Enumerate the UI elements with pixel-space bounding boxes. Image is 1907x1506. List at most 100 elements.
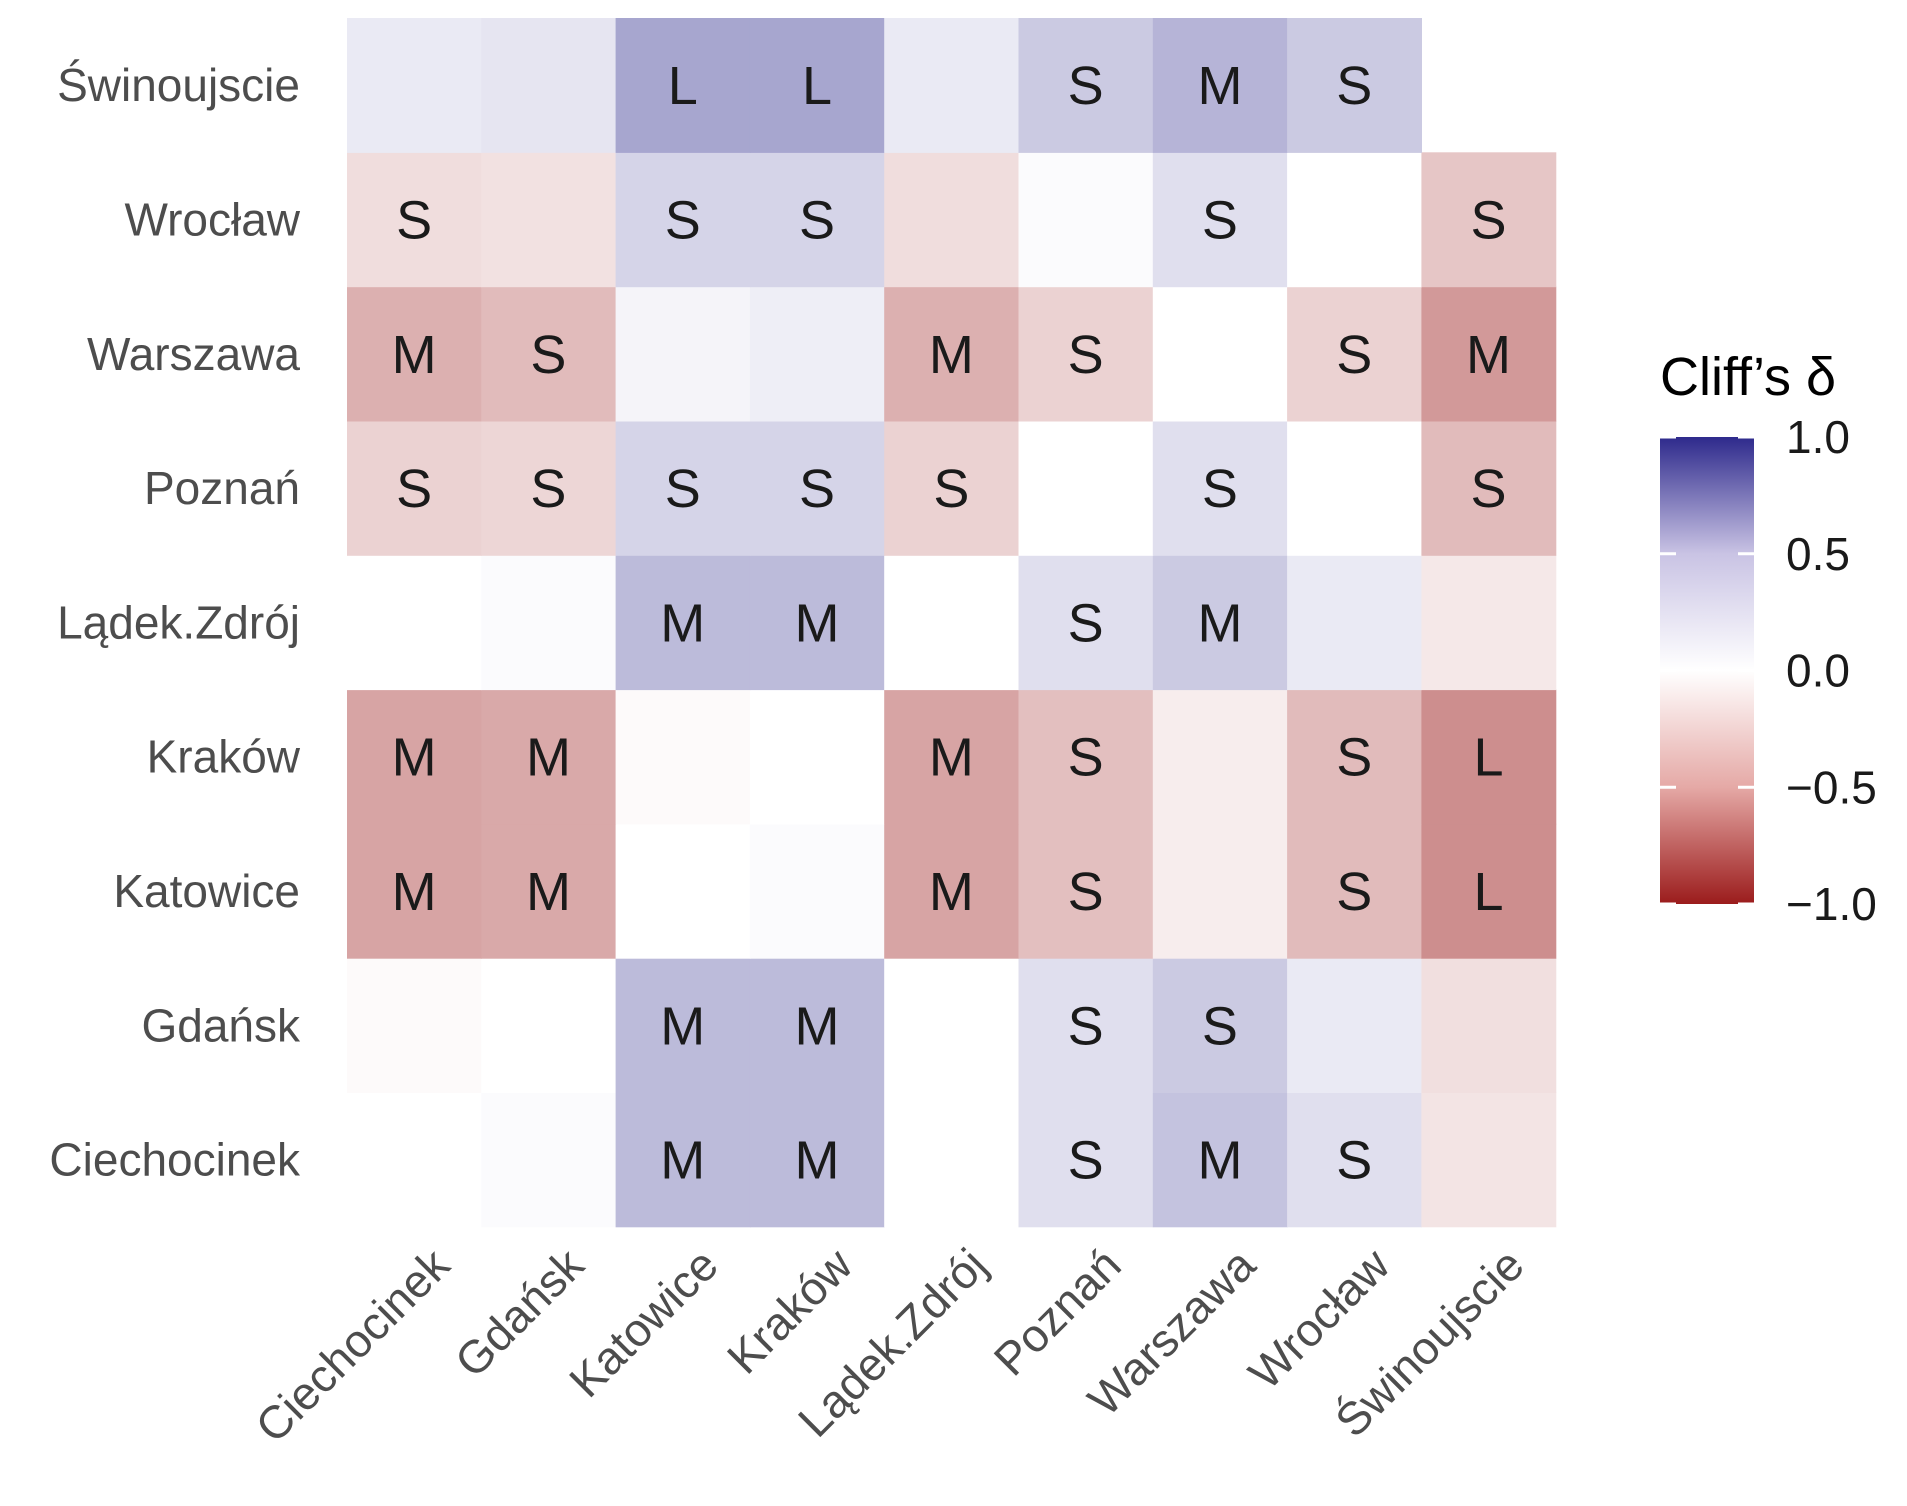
legend-tick-label: 0.5 xyxy=(1786,528,1850,580)
y-tick-label: Gdańsk xyxy=(141,999,301,1051)
cell-effect-label: S xyxy=(1068,996,1104,1056)
cell-effect-label: S xyxy=(530,459,566,519)
heatmap-cell xyxy=(1152,689,1288,825)
cell-effect-label: S xyxy=(1471,459,1507,519)
heatmap-cell xyxy=(749,555,885,691)
heatmap-cell xyxy=(347,958,482,1093)
heatmap-cell xyxy=(1287,823,1422,959)
heatmap-cell xyxy=(1152,555,1288,691)
y-tick-label: Katowice xyxy=(113,865,300,917)
cell-effect-label: S xyxy=(1202,190,1238,250)
cell-effect-label: M xyxy=(1197,593,1242,653)
legend-title: Cliff’s δ xyxy=(1660,347,1836,407)
heatmap-cell xyxy=(1287,958,1422,1093)
cell-effect-label: M xyxy=(1197,1131,1242,1191)
heatmap-cell xyxy=(481,152,617,288)
heatmap-cell xyxy=(884,152,1020,288)
heatmap-cell xyxy=(615,823,751,959)
heatmap-cell xyxy=(615,958,751,1093)
legend-tick-label: −0.5 xyxy=(1786,761,1877,813)
heatmap-cell xyxy=(481,823,617,959)
cell-effect-label: M xyxy=(1197,56,1242,116)
heatmap-cell xyxy=(615,152,751,288)
cell-effect-label: M xyxy=(392,728,437,788)
cell-effect-label: S xyxy=(1336,1131,1372,1191)
heatmap-cell xyxy=(481,1092,617,1228)
heatmap-cell xyxy=(884,555,1020,691)
y-axis-labels: Ciechocinek Gdańsk Katowice Kraków Lądek.Zdr… xyxy=(49,59,301,1185)
heatmap-cell xyxy=(1287,18,1422,153)
x-tick-label: Katowice xyxy=(559,1238,728,1407)
legend: Cliff’s δ 1.0 0.5 0.0 −0.5 −1.0 xyxy=(1660,347,1877,930)
legend-ticks: 1.0 0.5 0.0 −0.5 −1.0 xyxy=(1660,411,1877,930)
cell-effect-label: S xyxy=(1068,56,1104,116)
cell-effect-label: M xyxy=(1466,325,1511,385)
cell-effect-label: M xyxy=(795,996,840,1056)
cell-effect-label: S xyxy=(665,190,701,250)
cell-effect-label: S xyxy=(933,459,969,519)
cell-effect-label: M xyxy=(660,1131,705,1191)
heatmap-cell xyxy=(1152,958,1288,1093)
cell-effect-label: S xyxy=(1068,325,1104,385)
heatmap-cell xyxy=(1018,420,1154,556)
y-tick-label: Warszawa xyxy=(87,328,300,380)
cell-effect-label: S xyxy=(1068,862,1104,922)
cell-effect-label: S xyxy=(1068,728,1104,788)
cell-effect-label: S xyxy=(1068,1131,1104,1191)
heatmap-cell xyxy=(749,420,885,556)
heatmap-cell xyxy=(347,286,482,422)
heatmap-cell xyxy=(884,18,1020,153)
cell-effect-label: M xyxy=(795,593,840,653)
heatmap-cell xyxy=(347,18,482,153)
y-tick-label: Ciechocinek xyxy=(49,1134,301,1186)
heatmap-cell xyxy=(1287,555,1422,691)
legend-tick-label: −1.0 xyxy=(1786,878,1877,930)
heatmap-cell xyxy=(615,1092,751,1228)
heatmap-cell xyxy=(1421,958,1557,1093)
cell-effect-label: M xyxy=(929,728,974,788)
heatmap-cell xyxy=(884,958,1020,1093)
y-tick-label: Poznań xyxy=(144,462,300,514)
heatmap-cell xyxy=(1018,152,1154,288)
heatmap-cell xyxy=(1152,823,1288,959)
cell-effect-label: S xyxy=(1202,459,1238,519)
heatmap-cell xyxy=(749,1092,885,1228)
cell-effect-label: M xyxy=(660,593,705,653)
heatmap-cell xyxy=(481,18,617,153)
heatmap-cell xyxy=(1152,18,1288,153)
cell-effect-label: S xyxy=(1336,728,1372,788)
heatmap-cell xyxy=(1421,689,1557,825)
x-axis-labels: CiechocinekGdańskKatowiceKrakówLądek.Zdr… xyxy=(245,1238,1533,1453)
heatmap-cell xyxy=(1287,286,1422,422)
heatmap-cell xyxy=(1421,286,1557,422)
heatmap-cell xyxy=(884,823,1020,959)
heatmap-cell xyxy=(481,555,617,691)
heatmap-cell xyxy=(884,689,1020,825)
cell-effect-label: S xyxy=(396,459,432,519)
heatmap-cell xyxy=(1018,823,1154,959)
cell-effect-label: S xyxy=(530,325,566,385)
heatmap-cell xyxy=(347,689,482,825)
heatmap-cell xyxy=(1018,286,1154,422)
heatmap-cell xyxy=(481,958,617,1093)
x-tick-label: Ciechocinek xyxy=(245,1238,460,1453)
heatmap-cell xyxy=(884,286,1020,422)
heatmap-cell xyxy=(749,152,885,288)
heatmap-cell xyxy=(1018,958,1154,1093)
heatmap-cell xyxy=(1287,152,1422,288)
legend-tick-label: 1.0 xyxy=(1786,411,1850,463)
cell-effect-label: M xyxy=(526,862,571,922)
heatmap-cell xyxy=(1152,152,1288,288)
heatmap-cells xyxy=(347,18,1557,1228)
cell-effect-label: S xyxy=(665,459,701,519)
cell-effect-label: S xyxy=(1471,190,1507,250)
cell-effect-label: M xyxy=(795,1131,840,1191)
heatmap-cell xyxy=(749,286,885,422)
heatmap-cell xyxy=(749,18,885,153)
cell-effect-label: S xyxy=(1202,996,1238,1056)
heatmap-cell xyxy=(749,689,885,825)
heatmap-cell xyxy=(1152,286,1288,422)
heatmap-cell xyxy=(749,823,885,959)
heatmap-cell xyxy=(749,958,885,1093)
